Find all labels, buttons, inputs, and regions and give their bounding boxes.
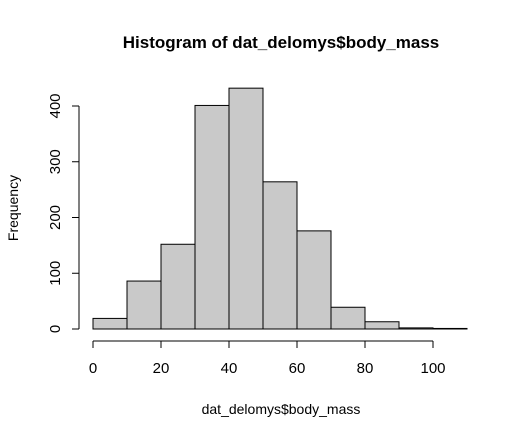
histogram-bar-9 xyxy=(398,327,434,330)
histogram-bar-2 xyxy=(160,243,196,330)
histogram-bar-8 xyxy=(364,321,400,330)
histogram-bar-6 xyxy=(296,230,332,330)
histogram-bar-3 xyxy=(194,104,230,330)
chart-title: Histogram of dat_delomys$body_mass xyxy=(123,33,439,52)
y-axis-label: Frequency xyxy=(5,175,21,241)
x-tick-label: 0 xyxy=(89,360,97,377)
x-tick-label: 80 xyxy=(357,360,374,377)
bars-group xyxy=(92,87,468,330)
histogram-bar-0 xyxy=(92,317,128,330)
y-tick-label: 300 xyxy=(47,149,64,174)
x-axis-label: dat_delomys$body_mass xyxy=(202,401,361,417)
y-tick-label: 100 xyxy=(47,261,64,286)
histogram-bar-4 xyxy=(228,87,264,330)
x-tick-label: 60 xyxy=(289,360,306,377)
histogram-bar-10 xyxy=(432,327,468,330)
x-tick-label: 100 xyxy=(420,360,445,377)
y-tick-label: 400 xyxy=(47,93,64,118)
x-axis: 0 20 40 60 80 100 xyxy=(89,340,446,377)
x-tick-label: 40 xyxy=(221,360,238,377)
histogram-bar-5 xyxy=(262,181,298,330)
histogram-bar-1 xyxy=(126,280,162,330)
x-tick-label: 20 xyxy=(153,360,170,377)
y-tick-label: 200 xyxy=(47,205,64,230)
y-tick-label: 0 xyxy=(47,325,64,333)
histogram-bar-7 xyxy=(330,306,366,330)
y-axis: 0 100 200 300 400 xyxy=(47,93,80,333)
